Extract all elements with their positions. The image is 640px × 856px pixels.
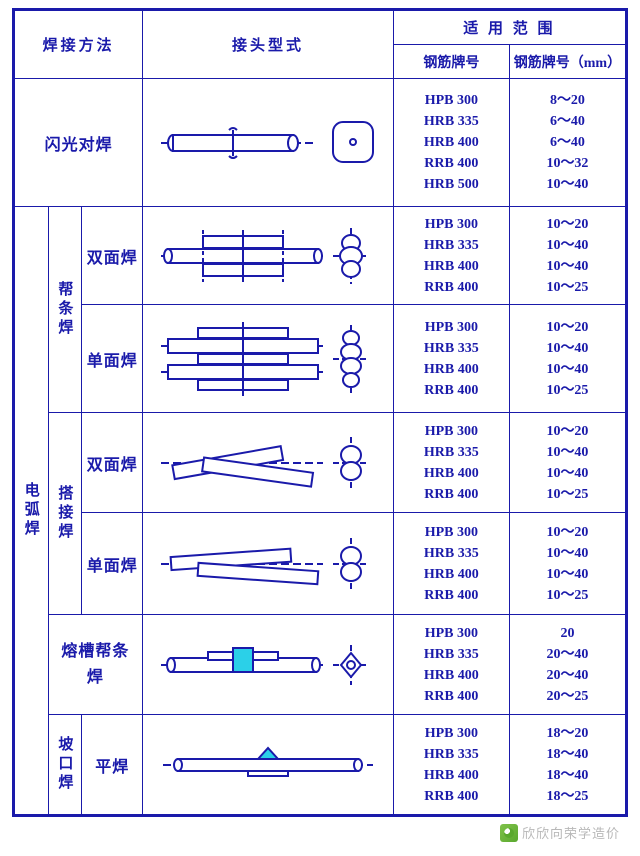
method-double: 双面焊	[82, 413, 143, 513]
method-single: 单面焊	[82, 513, 143, 615]
header-joint: 接头型式	[143, 11, 394, 79]
grades-cell: HPB 300HRB 335 HRB 400RRB 400	[393, 305, 509, 413]
table-row: 单面焊	[15, 305, 626, 413]
method-flash-butt: 闪光对焊	[15, 79, 143, 207]
method-arc: 电弧焊	[15, 207, 49, 815]
diagram-strap-single	[143, 305, 394, 413]
header-grade: 钢筋牌号	[393, 45, 509, 79]
diagram-lap-single	[143, 513, 394, 615]
grades-cell: HPB 300HRB 335 HRB 400RRB 400	[393, 615, 509, 715]
method-slot: 熔槽帮条焊	[48, 615, 143, 715]
table-row: 单面焊	[15, 513, 626, 615]
grades-cell: HPB 300HRB 335 HRB 400RRB 400	[393, 413, 509, 513]
header-diameter: 钢筋牌号（mm）	[509, 45, 625, 79]
wechat-icon	[500, 824, 518, 842]
watermark: 欣欣向荣学造价	[500, 823, 620, 842]
method-groove: 坡口焊	[48, 715, 82, 815]
table-row: 电弧焊 帮条焊 双面焊	[15, 207, 626, 305]
diagram-lap-double	[143, 413, 394, 513]
method-single: 单面焊	[82, 305, 143, 413]
method-lap: 搭接焊	[48, 413, 82, 615]
diagram-slot	[143, 615, 394, 715]
dia-cell: 8～206～40 6～4010～32 10～40	[509, 79, 625, 207]
table-header-row-1: 焊接方法 接头型式 适 用 范 围	[15, 11, 626, 45]
method-strap: 帮条焊	[48, 207, 82, 413]
header-scope: 适 用 范 围	[393, 11, 625, 45]
diagram-groove-flat	[143, 715, 394, 815]
dia-cell: 18～2018～40 18～4018～25	[509, 715, 625, 815]
dia-cell: 10～2010～40 10～4010～25	[509, 513, 625, 615]
grades-cell: HPB 300HRB 335 HRB 400RRB 400	[393, 513, 509, 615]
table-row: 搭接焊 双面焊	[15, 413, 626, 513]
table-row: 熔槽帮条焊	[15, 615, 626, 715]
dia-cell: 10～2010～40 10～4010～25	[509, 305, 625, 413]
method-double: 双面焊	[82, 207, 143, 305]
diagram-flash-butt	[143, 79, 394, 207]
grades-cell: HPB 300HRB 335 HRB 400RRB 400	[393, 207, 509, 305]
method-flat: 平焊	[82, 715, 143, 815]
dia-cell: 2020～40 20～4020～25	[509, 615, 625, 715]
table-row: 闪光对焊 HPB 300HRB 335 HRB 400RRB 400 HRB 5…	[15, 79, 626, 207]
grades-cell: HPB 300HRB 335 HRB 400RRB 400 HRB 500	[393, 79, 509, 207]
table-row: 坡口焊 平焊 HPB 300HRB 335 HRB 400RRB 400 18～…	[15, 715, 626, 815]
header-method: 焊接方法	[15, 11, 143, 79]
welding-table: 焊接方法 接头型式 适 用 范 围 钢筋牌号 钢筋牌号（mm） 闪光对焊	[12, 8, 628, 817]
dia-cell: 10～2010～40 10～4010～25	[509, 413, 625, 513]
dia-cell: 10～2010～40 10～4010～25	[509, 207, 625, 305]
diagram-strap-double	[143, 207, 394, 305]
grades-cell: HPB 300HRB 335 HRB 400RRB 400	[393, 715, 509, 815]
